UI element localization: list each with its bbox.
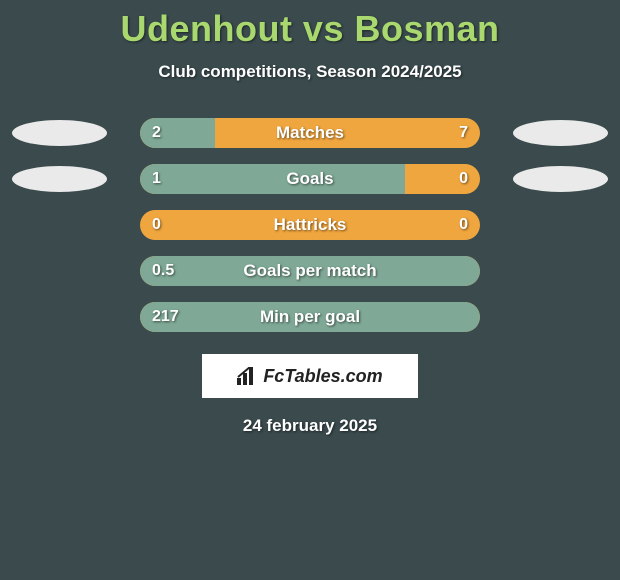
stats-container: Matches27Goals10Hattricks00Goals per mat… (0, 118, 620, 332)
logo-text: FcTables.com (263, 366, 382, 387)
stat-bar-track (140, 256, 480, 286)
stat-value-left: 217 (152, 302, 179, 332)
stat-value-right: 7 (459, 118, 468, 148)
team-badge-left (12, 166, 107, 192)
subtitle: Club competitions, Season 2024/2025 (0, 62, 620, 82)
stat-row: Goals per match0.5 (0, 256, 620, 286)
stat-bar-left-fill (140, 302, 480, 332)
stat-bar-track (140, 302, 480, 332)
stat-value-left: 2 (152, 118, 161, 148)
stat-value-left: 0.5 (152, 256, 174, 286)
stat-value-right: 0 (459, 210, 468, 240)
team-badge-right (513, 120, 608, 146)
stat-bar-track (140, 210, 480, 240)
stat-row: Goals10 (0, 164, 620, 194)
team-badge-right (513, 166, 608, 192)
stat-row: Hattricks00 (0, 210, 620, 240)
stat-value-left: 0 (152, 210, 161, 240)
stat-bar-track (140, 118, 480, 148)
stat-bar-track (140, 164, 480, 194)
stat-row: Min per goal217 (0, 302, 620, 332)
stat-bar-left-fill (140, 164, 405, 194)
stat-bar-left-fill (140, 256, 480, 286)
bar-chart-icon (237, 367, 257, 385)
team-badge-left (12, 120, 107, 146)
page-title: Udenhout vs Bosman (0, 0, 620, 50)
date-line: 24 february 2025 (0, 416, 620, 436)
fctables-logo: FcTables.com (202, 354, 418, 398)
stat-value-right: 0 (459, 164, 468, 194)
stat-value-left: 1 (152, 164, 161, 194)
stat-row: Matches27 (0, 118, 620, 148)
